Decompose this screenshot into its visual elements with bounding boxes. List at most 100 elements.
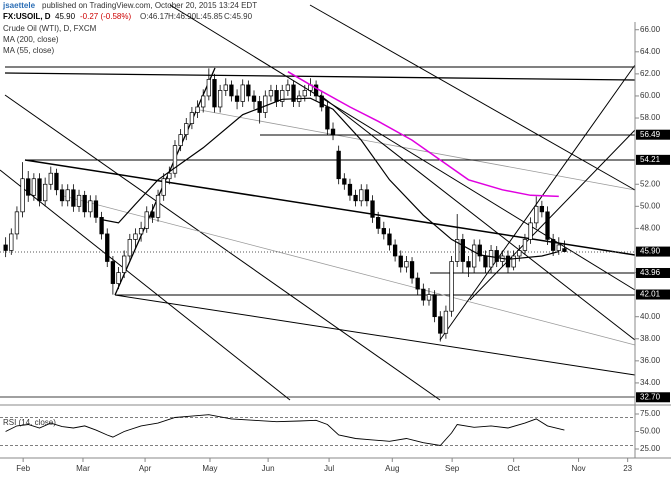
open: O:46.17: [140, 12, 169, 21]
candle-body: [184, 123, 189, 135]
candle-body: [488, 250, 494, 268]
candle-body: [511, 255, 516, 268]
candle-body: [505, 255, 511, 268]
price-label: 54.21: [640, 155, 661, 164]
price-label: 56.49: [640, 130, 661, 139]
candle-body: [522, 239, 528, 251]
trendline: [309, 4, 636, 191]
price-label: 45.90: [640, 247, 661, 256]
x-tick-label: Apr: [139, 464, 152, 473]
candle-body: [54, 172, 59, 191]
price-label: 43.96: [640, 268, 661, 277]
trendline: [319, 94, 636, 341]
last: 45.90: [55, 12, 76, 21]
candle-body: [251, 95, 257, 102]
trendline: [4, 72, 636, 81]
trendline: [4, 94, 441, 401]
candle-body: [20, 178, 25, 213]
candle-body: [539, 205, 545, 213]
candle-body: [342, 178, 347, 185]
candle-body: [110, 261, 116, 284]
price-label-box: [636, 154, 670, 165]
candle-body: [14, 211, 20, 235]
candle-body: [37, 178, 42, 202]
trendline: [199, 109, 636, 191]
candle-body: [206, 79, 211, 97]
candle-body: [189, 112, 195, 124]
y-tick-label: 38.00: [640, 334, 661, 343]
candle-body: [460, 239, 465, 262]
x-tick-label: Aug: [385, 464, 399, 473]
x-tick-label: Sep: [445, 464, 460, 473]
x-tick-label: Jul: [324, 464, 334, 473]
y-tick-label: 66.00: [640, 25, 661, 34]
y-tick-label: 75.00: [640, 409, 661, 418]
candle-body: [65, 189, 70, 202]
candle-body: [494, 250, 499, 262]
low: L:45.85: [196, 12, 223, 21]
candle-body: [545, 211, 550, 240]
price-label-box: [636, 267, 670, 278]
y-tick-label: 62.00: [640, 69, 661, 78]
y-tick-label: 36.00: [640, 356, 661, 365]
candle-body: [274, 90, 279, 102]
candle-body: [313, 84, 319, 97]
candle-body: [229, 84, 234, 97]
candle-body: [528, 222, 533, 240]
candle-body: [376, 217, 381, 229]
candle-body: [31, 178, 37, 196]
candle-body: [517, 250, 522, 257]
trendline: [169, 4, 636, 291]
price-label-box: [636, 129, 670, 140]
trendline: [59, 194, 636, 346]
candle-body: [268, 90, 274, 97]
candle-body: [330, 128, 336, 135]
candle-body: [93, 200, 99, 218]
y-tick-label: 34.00: [640, 378, 661, 387]
candle-body: [562, 248, 567, 252]
y-tick-label: 25.00: [640, 444, 661, 453]
candle-body: [246, 84, 251, 97]
candle-body: [483, 255, 488, 268]
candle-body: [302, 90, 307, 97]
candle-body: [127, 239, 132, 257]
candle-body: [178, 134, 183, 146]
candle-body: [212, 79, 217, 108]
x-tick-label: 23: [623, 464, 632, 473]
candle-body: [471, 244, 477, 268]
published: published on TradingView.com, October 20…: [42, 1, 257, 10]
x-tick-label: Jun: [262, 464, 275, 473]
candle-body: [556, 244, 561, 251]
candle-body: [217, 90, 223, 108]
candle-body: [234, 95, 240, 102]
candle-body: [285, 84, 291, 91]
rsi-line: [5, 414, 565, 446]
symbol: FX:USOIL, D: [3, 12, 51, 21]
candle-body: [466, 261, 471, 268]
close: C:45.90: [224, 12, 253, 21]
candle-body: [551, 239, 556, 251]
candle-body: [432, 294, 437, 318]
trendline: [469, 129, 636, 301]
candle-body: [167, 172, 172, 180]
candle-body: [409, 261, 415, 279]
trendline: [114, 294, 636, 376]
candle-body: [415, 277, 420, 290]
candle-body: [347, 183, 353, 196]
candle-body: [336, 150, 341, 180]
candle-body: [353, 194, 358, 202]
candle-body: [364, 189, 370, 202]
price-label-box: [636, 392, 670, 403]
candle-body: [76, 194, 82, 207]
candle-body: [291, 84, 296, 102]
y-tick-label: 60.00: [640, 91, 661, 100]
moving-average: [287, 71, 559, 198]
x-tick-label: May: [202, 464, 217, 473]
legend-entry: MA (55, close): [3, 46, 54, 55]
y-tick-label: 52.00: [640, 179, 661, 188]
candle-body: [88, 200, 93, 213]
y-tick-label: 40.00: [640, 312, 661, 321]
candle-body: [449, 261, 454, 312]
